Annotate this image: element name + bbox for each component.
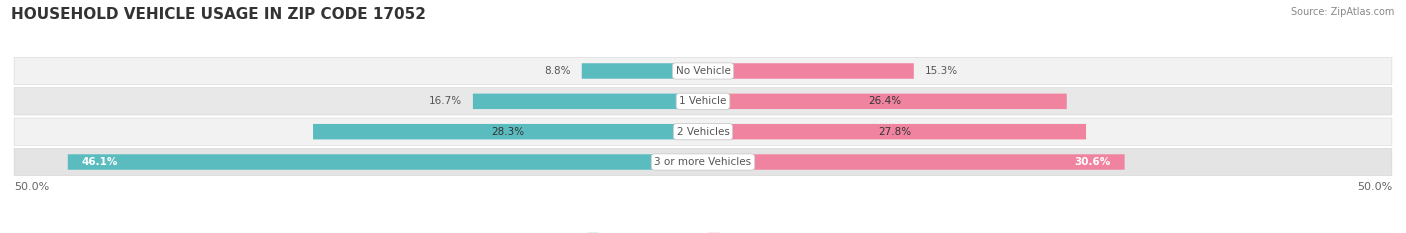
Text: 26.4%: 26.4% [869, 96, 901, 106]
Text: 30.6%: 30.6% [1074, 157, 1111, 167]
FancyBboxPatch shape [14, 118, 1392, 145]
FancyBboxPatch shape [14, 148, 1392, 176]
FancyBboxPatch shape [582, 63, 703, 79]
Text: 1 Vehicle: 1 Vehicle [679, 96, 727, 106]
Text: 50.0%: 50.0% [14, 182, 49, 192]
FancyBboxPatch shape [703, 124, 1085, 139]
Text: Source: ZipAtlas.com: Source: ZipAtlas.com [1291, 7, 1395, 17]
Text: No Vehicle: No Vehicle [675, 66, 731, 76]
Text: 2 Vehicles: 2 Vehicles [676, 127, 730, 137]
FancyBboxPatch shape [14, 88, 1392, 115]
FancyBboxPatch shape [703, 154, 1125, 170]
Text: HOUSEHOLD VEHICLE USAGE IN ZIP CODE 17052: HOUSEHOLD VEHICLE USAGE IN ZIP CODE 1705… [11, 7, 426, 22]
Legend: Owner-occupied, Renter-occupied: Owner-occupied, Renter-occupied [582, 229, 824, 233]
FancyBboxPatch shape [703, 94, 1067, 109]
FancyBboxPatch shape [14, 57, 1392, 85]
FancyBboxPatch shape [67, 154, 703, 170]
Text: 16.7%: 16.7% [429, 96, 461, 106]
Text: 46.1%: 46.1% [82, 157, 118, 167]
Text: 3 or more Vehicles: 3 or more Vehicles [654, 157, 752, 167]
Text: 50.0%: 50.0% [1357, 182, 1392, 192]
FancyBboxPatch shape [472, 94, 703, 109]
FancyBboxPatch shape [314, 124, 703, 139]
Text: 27.8%: 27.8% [877, 127, 911, 137]
Text: 15.3%: 15.3% [925, 66, 957, 76]
Text: 28.3%: 28.3% [492, 127, 524, 137]
FancyBboxPatch shape [703, 63, 914, 79]
Text: 8.8%: 8.8% [544, 66, 571, 76]
